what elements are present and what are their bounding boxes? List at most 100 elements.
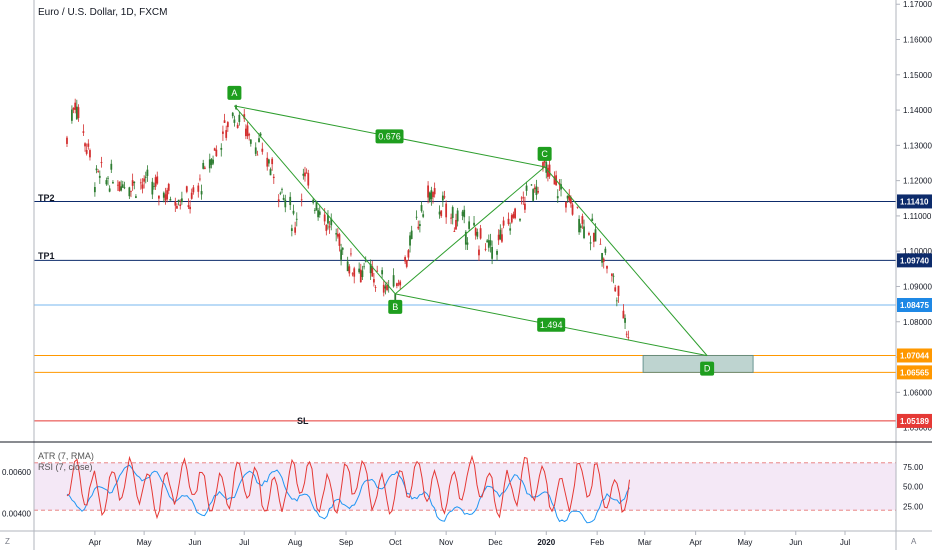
x-tick-label: Jun — [189, 538, 202, 547]
candle-body — [282, 197, 285, 200]
candle-body — [215, 149, 218, 157]
candle-body — [231, 112, 234, 117]
chart-title: Euro / U.S. Dollar, 1D, FXCM — [38, 7, 168, 18]
ratio-label: 1.494 — [540, 320, 563, 330]
candle-body — [269, 169, 272, 176]
current-price-line-tag: 1.08475 — [900, 301, 929, 310]
rsi-tick-label: 50.00 — [903, 483, 924, 492]
candle-body — [279, 192, 282, 194]
candle-body — [174, 201, 177, 206]
candle-body — [507, 218, 510, 225]
candle-body — [604, 248, 607, 253]
ratio-badge — [537, 317, 566, 332]
candle-body — [340, 249, 342, 260]
candle-body — [222, 131, 224, 134]
tp1-line-tag-bg — [897, 253, 932, 268]
candle-body — [346, 261, 349, 272]
candle-body — [110, 163, 113, 170]
candle-body — [415, 216, 418, 218]
candle-body — [97, 171, 100, 172]
candle-body — [476, 231, 479, 237]
zone-bottom-line-tag: 1.06565 — [900, 368, 929, 377]
candle-body — [381, 270, 384, 275]
candle-body — [611, 273, 613, 276]
candle-body — [82, 131, 85, 133]
x-tick-label: 2020 — [537, 538, 555, 547]
candle-body — [548, 164, 551, 177]
candle-body — [323, 214, 326, 222]
candle-body — [450, 217, 452, 219]
candle-body — [157, 195, 160, 199]
candle-body — [313, 210, 316, 211]
y-tick-label: 1.08000 — [903, 318, 932, 327]
candle-body — [438, 211, 441, 215]
candle-body — [233, 119, 236, 123]
candle-body — [300, 199, 303, 201]
candle-body — [533, 187, 536, 190]
candle-body — [374, 287, 377, 288]
candle-body — [143, 178, 146, 182]
candle-body — [525, 185, 528, 191]
indicator-pane: 75.00 50.00 25.00 0.00600 0.00400 — [2, 454, 924, 524]
candle-body — [427, 185, 429, 198]
candle-body — [376, 270, 379, 272]
x-tick-label: Jul — [239, 538, 249, 547]
candle-body — [359, 269, 362, 283]
tp1-label: TP1 — [38, 251, 55, 261]
candle-body — [369, 263, 372, 274]
candle-body — [443, 196, 446, 198]
candle-body — [281, 189, 283, 191]
candle-body — [510, 215, 513, 223]
candle-body — [361, 270, 364, 277]
candle-body — [571, 204, 574, 215]
candle-body — [328, 226, 331, 228]
candle-body — [530, 184, 533, 186]
candle-body — [307, 173, 310, 186]
candle-body — [130, 190, 132, 192]
candle-body — [185, 186, 188, 192]
candle-body — [422, 214, 425, 217]
point-c-label: C — [541, 149, 548, 159]
candle-body — [318, 211, 321, 215]
x-tick-label: Apr — [689, 538, 702, 547]
candle-body — [223, 120, 226, 123]
auto-scale-button[interactable]: A — [911, 537, 917, 546]
x-tick-label: Sep — [339, 538, 354, 547]
ratio-badge — [375, 129, 404, 144]
candle-body — [89, 150, 91, 158]
candle-body — [203, 167, 206, 169]
candle-body — [151, 181, 154, 195]
candle-body — [622, 310, 625, 319]
candle-body — [226, 122, 229, 128]
candle-body — [177, 199, 180, 202]
candle-body — [197, 185, 200, 192]
candle-body — [484, 248, 487, 250]
candle-body — [395, 283, 398, 287]
zone-top-line-tag: 1.07044 — [900, 351, 929, 360]
candle-body — [166, 190, 169, 200]
candle-body — [192, 187, 195, 193]
candle-body — [441, 195, 444, 201]
candle-body — [479, 228, 482, 239]
candle-body — [461, 211, 464, 216]
candle-body — [341, 247, 344, 250]
candle-body — [225, 130, 228, 138]
target-zone — [642, 354, 754, 373]
candle-body — [208, 159, 211, 169]
candle-body — [625, 333, 628, 335]
timezone-button[interactable]: Z — [5, 537, 10, 546]
candle-body — [350, 253, 352, 255]
candle-body — [591, 218, 594, 221]
candle-body — [547, 167, 549, 177]
candle-body — [440, 210, 443, 217]
candle-body — [144, 176, 147, 178]
candle-body — [560, 184, 562, 190]
candle-body — [289, 196, 292, 206]
candle-body — [189, 206, 191, 210]
candle-body — [592, 232, 595, 242]
candle-body — [624, 317, 626, 323]
candle-body — [87, 143, 90, 147]
sl-label: SL — [297, 416, 309, 426]
candle-body — [524, 203, 526, 210]
